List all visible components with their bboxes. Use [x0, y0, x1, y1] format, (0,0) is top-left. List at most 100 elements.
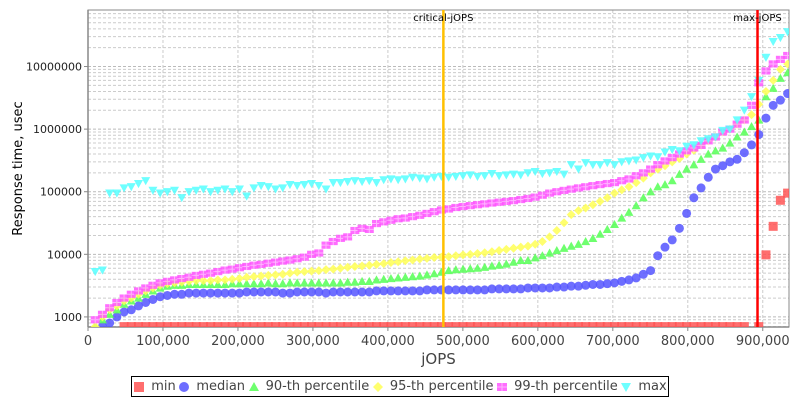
cross-mark	[119, 293, 129, 303]
triangle-marker	[249, 279, 259, 288]
x-tick-label: 500,000	[436, 334, 490, 349]
data-point	[739, 106, 749, 115]
diamond-marker	[371, 259, 381, 269]
data-point	[617, 322, 627, 327]
circle-marker	[177, 289, 187, 299]
diamond-marker	[573, 206, 583, 216]
triangle-marker	[386, 274, 396, 283]
triangle-down-marker	[126, 183, 136, 192]
square-marker	[501, 197, 511, 206]
circle-marker	[732, 154, 742, 164]
square-marker	[134, 381, 145, 392]
legend-label: 90-th percentile	[265, 379, 370, 394]
diamond-marker	[213, 275, 223, 285]
circle-marker	[285, 288, 295, 298]
data-point	[393, 176, 403, 185]
data-point	[573, 206, 583, 216]
square-marker	[256, 260, 266, 269]
data-point	[350, 322, 360, 327]
data-point	[674, 169, 684, 178]
triangle-down-marker	[206, 188, 216, 197]
triangle-down-marker	[739, 106, 749, 115]
data-point	[256, 279, 266, 288]
data-point	[263, 322, 273, 327]
triangle-marker	[732, 132, 742, 141]
triangle-down-marker	[119, 184, 129, 193]
circle-marker	[718, 161, 728, 171]
square-marker	[357, 224, 367, 232]
triangle-marker	[566, 241, 576, 250]
data-point	[775, 73, 785, 82]
data-point	[112, 312, 122, 322]
data-point	[263, 183, 273, 192]
data-point	[299, 287, 309, 297]
data-point	[465, 249, 475, 259]
cross-mark	[646, 164, 656, 174]
triangle-down-marker	[573, 165, 583, 174]
data-point	[408, 322, 418, 327]
data-point	[494, 172, 504, 181]
data-point	[703, 172, 713, 182]
legend-marker-icon	[179, 381, 190, 392]
square-marker	[689, 322, 699, 327]
triangle-marker	[422, 270, 432, 279]
legend-label: max	[638, 379, 667, 394]
circle-marker	[155, 292, 165, 302]
diamond-marker	[509, 243, 519, 253]
data-point	[271, 185, 281, 194]
data-point	[256, 322, 266, 327]
diamond-marker	[278, 269, 288, 279]
square-marker	[660, 157, 670, 165]
circle-marker	[624, 275, 634, 285]
legend-item: 90-th percentile	[248, 379, 370, 394]
data-point	[141, 297, 151, 307]
triangle-marker	[458, 264, 468, 273]
diamond-marker	[588, 200, 598, 210]
diamond-marker	[451, 251, 461, 261]
series-max	[90, 28, 789, 277]
triangle-down-marker	[112, 189, 122, 198]
triangle-marker	[674, 169, 684, 178]
triangle-marker	[357, 276, 367, 285]
diamond-marker	[472, 249, 482, 259]
data-point	[573, 165, 583, 174]
square-marker	[610, 322, 620, 327]
square-marker	[227, 322, 237, 327]
data-point	[674, 322, 684, 327]
data-point	[465, 322, 475, 327]
square-marker	[155, 279, 165, 287]
square-marker	[660, 322, 670, 327]
square-marker	[552, 322, 562, 327]
cross-mark	[667, 153, 677, 163]
square-marker	[703, 322, 713, 327]
square-marker	[191, 271, 201, 280]
x-tick-label: 400,000	[361, 334, 415, 349]
data-point	[480, 248, 490, 258]
data-point	[170, 289, 180, 299]
square-marker	[321, 322, 331, 327]
square-marker	[646, 165, 656, 173]
square-marker	[177, 322, 187, 327]
square-marker	[206, 322, 216, 327]
legend-item: 99-th percentile	[496, 379, 618, 394]
square-marker	[350, 226, 360, 235]
data-point	[516, 284, 526, 294]
data-point	[588, 233, 598, 242]
cross-mark	[747, 100, 757, 110]
data-point	[653, 322, 663, 327]
circle-marker	[179, 381, 190, 392]
y-tick-label: 1000	[54, 311, 82, 324]
annotation-label: max-jOPS	[733, 13, 781, 24]
triangle-marker	[545, 248, 555, 257]
cross-mark	[97, 309, 107, 319]
square-marker	[444, 205, 454, 213]
cross-mark	[739, 115, 749, 125]
triangle-marker	[703, 149, 713, 158]
diamond-marker	[292, 267, 302, 277]
triangle-marker	[509, 257, 519, 266]
circle-marker	[501, 284, 511, 294]
legend-label: min	[151, 379, 176, 394]
data-point	[328, 178, 338, 188]
square-marker	[451, 203, 461, 212]
triangle-down-marker	[783, 28, 789, 37]
